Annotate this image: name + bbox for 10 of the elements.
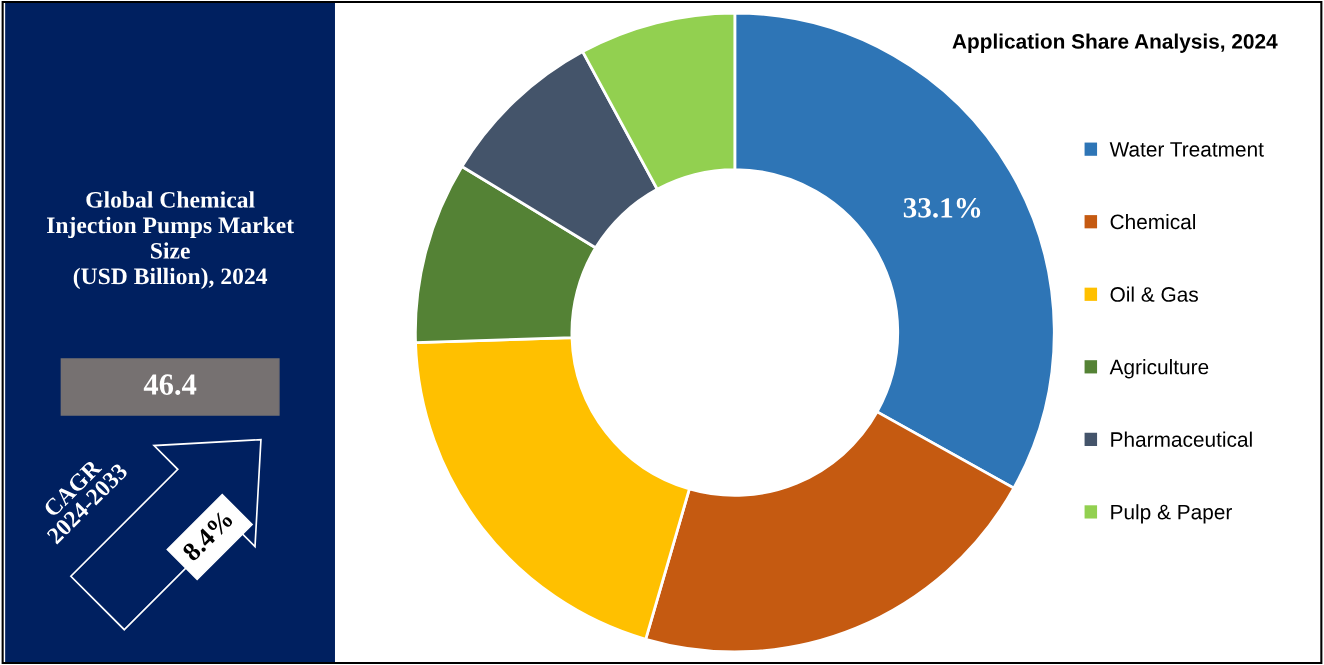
data-label: 33.1% [903, 197, 981, 218]
legend-label: Oil & Gas [1110, 286, 1198, 302]
text: 46.4 [143, 374, 197, 396]
legend-label: Chemical [1110, 213, 1196, 230]
legend-label: Pharmaceutical [1111, 431, 1252, 447]
legend-label: Water Treatment [1109, 142, 1264, 157]
text: Application Share Analysis, 2024 [952, 33, 1278, 53]
text: Global Chemical Injection Pumps Market Size (USD Billion), 2024 [46, 191, 294, 290]
legend-label: Agriculture [1109, 359, 1209, 379]
legend-label: Pulp & Paper [1111, 504, 1232, 524]
